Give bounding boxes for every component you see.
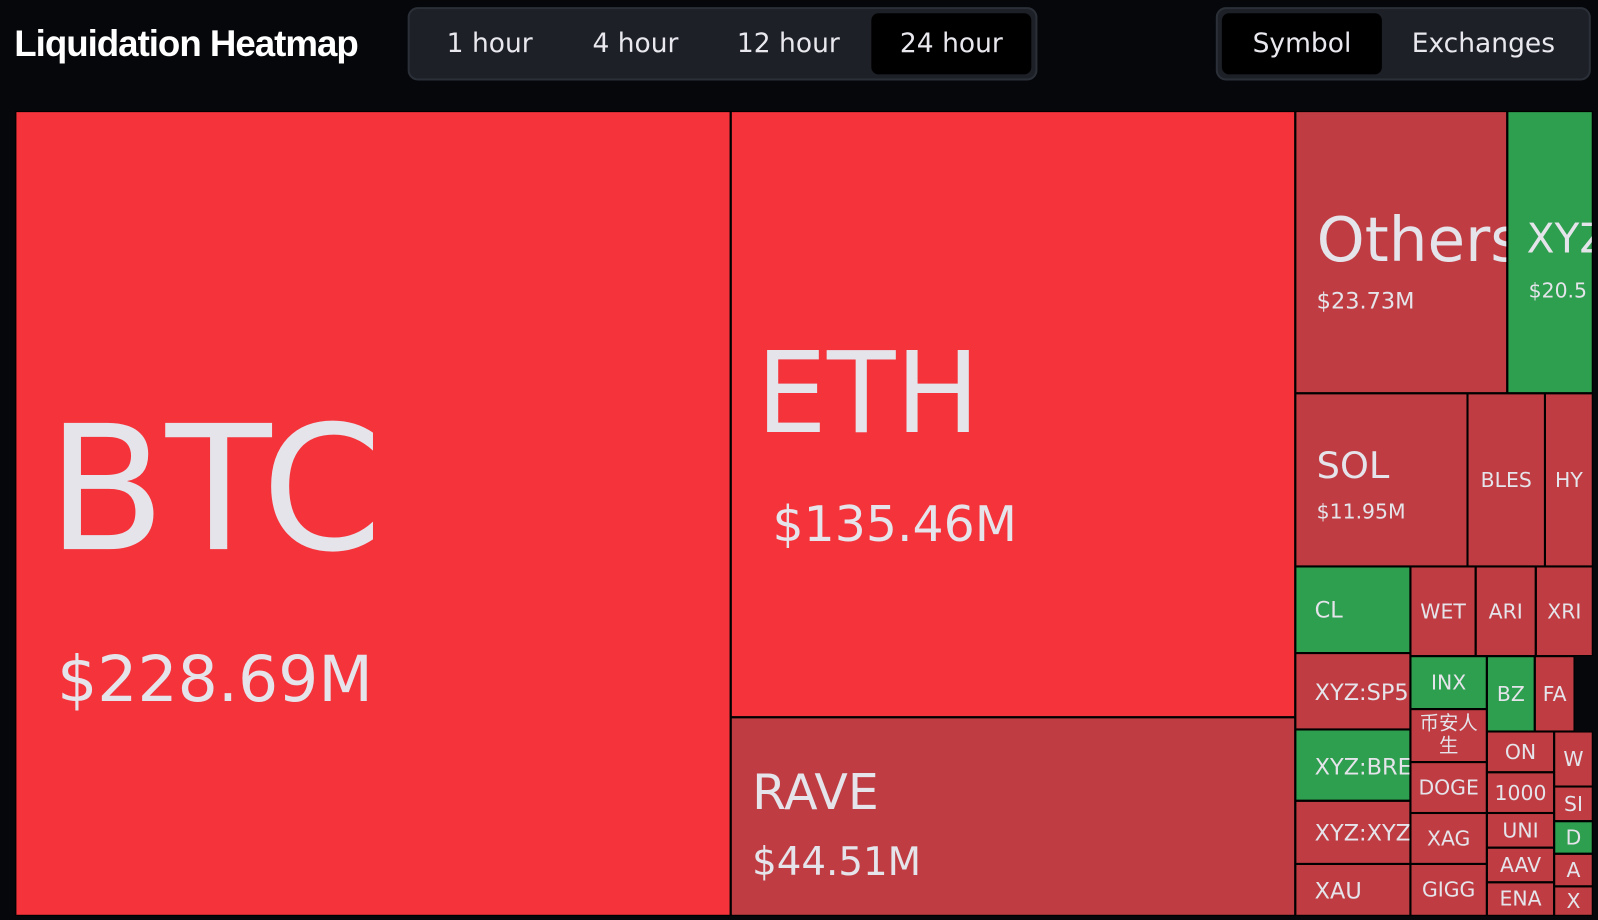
heatmap-tile[interactable]: Others $23.73M bbox=[1295, 111, 1508, 394]
heatmap-tile[interactable]: XAG bbox=[1410, 813, 1487, 864]
heatmap-tile[interactable]: 币安人生 bbox=[1410, 709, 1487, 763]
heatmap-tile[interactable]: SOL $11.95M bbox=[1295, 393, 1468, 567]
tile-label: ARI bbox=[1488, 598, 1523, 623]
tile-value: $23.73M bbox=[1316, 289, 1415, 316]
tile-label: 币安人生 bbox=[1419, 712, 1478, 757]
tile-label: SOL bbox=[1316, 444, 1390, 487]
tile-label: ON bbox=[1504, 739, 1537, 764]
tile-label: Others bbox=[1316, 205, 1507, 277]
heatmap-tile[interactable]: ON bbox=[1486, 731, 1555, 773]
heatmap-tile[interactable]: CL bbox=[1295, 566, 1411, 654]
heatmap-tile[interactable]: XYZ:SP5 bbox=[1295, 653, 1411, 730]
page-title: Liquidation Heatmap bbox=[14, 22, 358, 65]
heatmap-tile[interactable]: XRI bbox=[1535, 566, 1593, 657]
tile-label: WET bbox=[1420, 598, 1466, 623]
tile-label: XYZ bbox=[1526, 215, 1592, 263]
heatmap-tile[interactable]: A bbox=[1554, 853, 1593, 887]
tile-label: 1000 bbox=[1494, 779, 1547, 805]
heatmap-tile[interactable]: D bbox=[1554, 821, 1593, 854]
heatmap-tile[interactable]: ETH $135.46M bbox=[730, 111, 1296, 718]
tile-value: $135.46M bbox=[772, 495, 1017, 553]
tile-label: W bbox=[1563, 746, 1584, 771]
heatmap-tile[interactable]: INX bbox=[1410, 656, 1487, 710]
tile-label: D bbox=[1565, 824, 1582, 850]
time-tab[interactable]: 12 hour bbox=[736, 28, 840, 60]
view-tab[interactable]: Exchanges bbox=[1411, 28, 1556, 60]
tile-value: $44.51M bbox=[752, 839, 922, 885]
tile-label: DOGE bbox=[1418, 774, 1479, 800]
heatmap-tile[interactable]: AAV bbox=[1486, 847, 1555, 883]
heatmap-tile[interactable]: X bbox=[1554, 886, 1593, 916]
tile-label: GIGG bbox=[1421, 877, 1476, 902]
heatmap-tile[interactable]: UNI bbox=[1486, 813, 1555, 848]
tile-label: ETH bbox=[756, 328, 980, 459]
tile-label: XYZ:SP5 bbox=[1314, 680, 1409, 707]
heatmap-tile[interactable]: WET bbox=[1410, 566, 1476, 657]
heatmap-tile[interactable]: RAVE $44.51M bbox=[730, 717, 1296, 916]
tile-label: SI bbox=[1564, 791, 1583, 816]
tile-label: AAV bbox=[1499, 852, 1542, 877]
time-tab[interactable]: 4 hour bbox=[592, 28, 679, 60]
tile-label: RAVE bbox=[752, 763, 879, 821]
view-tab-active[interactable]: Symbol bbox=[1221, 13, 1383, 75]
heatmap-tile[interactable]: HY bbox=[1544, 393, 1593, 567]
tile-label: XYZ:BRE bbox=[1314, 755, 1410, 781]
heatmap-tile[interactable]: FA bbox=[1534, 656, 1575, 732]
tile-label: UNI bbox=[1502, 817, 1539, 843]
tile-value: $228.69M bbox=[57, 641, 373, 717]
heatmap-tile[interactable]: XYZ:BRE bbox=[1295, 729, 1411, 801]
heatmap-tile[interactable]: GIGG bbox=[1410, 863, 1487, 916]
tile-label: A bbox=[1566, 857, 1581, 882]
tile-label: BLES bbox=[1480, 467, 1532, 492]
heatmap-tile[interactable]: BTC $228.69M bbox=[15, 111, 731, 916]
tile-label: XAG bbox=[1426, 825, 1471, 851]
tile-value: $20.5 bbox=[1528, 277, 1588, 303]
heatmap-tile[interactable]: ARI bbox=[1475, 566, 1536, 657]
tile-label: FA bbox=[1542, 681, 1567, 706]
tile-label: ENA bbox=[1499, 886, 1542, 911]
heatmap-tile[interactable]: BZ bbox=[1486, 656, 1535, 732]
heatmap-tile[interactable]: 1000 bbox=[1486, 772, 1555, 814]
heatmap-tile[interactable]: ENA bbox=[1486, 882, 1555, 916]
heatmap-tile[interactable]: SI bbox=[1554, 786, 1593, 822]
heatmap-tile[interactable]: DOGE bbox=[1410, 762, 1487, 814]
tile-label: XAU bbox=[1314, 879, 1362, 905]
tile-label: CL bbox=[1314, 598, 1343, 624]
tile-label: BTC bbox=[46, 388, 383, 591]
time-tab[interactable]: 1 hour bbox=[446, 28, 533, 60]
tile-label: XRI bbox=[1547, 598, 1582, 623]
heatmap-tile[interactable]: W bbox=[1554, 731, 1593, 787]
heatmap-tile[interactable]: XYZ $20.5 bbox=[1507, 111, 1593, 394]
heatmap-tile[interactable]: XYZ:XYZ bbox=[1295, 800, 1411, 864]
tile-label: INX bbox=[1431, 669, 1467, 695]
time-tab-active[interactable]: 24 hour bbox=[871, 13, 1032, 75]
heatmap-tile[interactable]: XAU bbox=[1295, 863, 1411, 916]
tile-label: HY bbox=[1555, 467, 1583, 492]
view-tabs: Symbol Exchanges bbox=[1215, 7, 1591, 81]
tile-label: BZ bbox=[1496, 681, 1525, 706]
tile-label: X bbox=[1566, 888, 1581, 913]
tile-label: XYZ:XYZ bbox=[1314, 821, 1410, 847]
tile-value: $11.95M bbox=[1316, 499, 1406, 524]
heatmap-tile[interactable]: BLES bbox=[1467, 393, 1545, 567]
time-tabs: 1 hour 4 hour 12 hour 24 hour bbox=[407, 7, 1038, 81]
